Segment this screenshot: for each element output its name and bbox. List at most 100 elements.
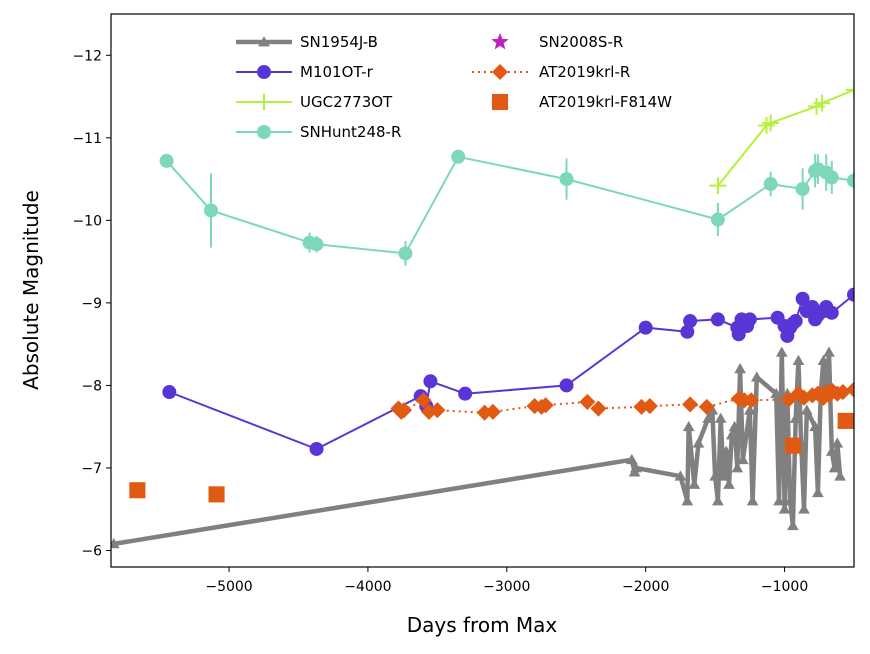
data-point — [208, 486, 225, 503]
data-point — [680, 324, 695, 339]
data-point — [692, 437, 705, 448]
y-tick-label: −12 — [72, 48, 102, 64]
data-point — [789, 412, 802, 423]
data-point — [710, 212, 725, 227]
series-layer — [111, 81, 854, 549]
data-point — [790, 385, 807, 402]
data-point — [773, 495, 785, 506]
legend-marker — [255, 93, 273, 111]
y-tick-label: −8 — [81, 378, 102, 394]
legend-item: M101OT-r — [236, 63, 374, 81]
y-tick-label: −6 — [81, 543, 102, 559]
data-point — [784, 437, 801, 454]
data-point — [203, 203, 218, 218]
legend-item: AT2019krl-F814W — [491, 93, 672, 111]
data-point — [845, 381, 854, 398]
x-axis: −5000 −4000 −3000 −2000 −1000 — [205, 567, 808, 595]
y-axis: −6 −7 −8 −9 −10 −11 −12 — [72, 48, 111, 559]
data-point — [809, 420, 821, 432]
legend-label: UGC2773OT — [300, 93, 393, 111]
legend-label: SN2008S-R — [539, 33, 623, 51]
y-tick-label: −11 — [72, 131, 102, 147]
data-point — [825, 445, 838, 456]
x-tick-label: −2000 — [622, 579, 669, 595]
data-point — [162, 385, 177, 400]
legend-label: AT2019krl-F814W — [539, 93, 672, 111]
data-point — [638, 320, 653, 335]
data-point — [129, 482, 146, 499]
series-at2019krl-f814w — [129, 412, 854, 503]
data-point — [458, 386, 473, 401]
data-point — [702, 412, 715, 423]
data-point — [737, 453, 749, 465]
legend-marker — [257, 125, 271, 139]
data-point — [725, 429, 738, 440]
data-point — [714, 412, 727, 423]
legend-marker — [257, 65, 271, 79]
legend-marker — [491, 93, 509, 111]
x-tick-label: −4000 — [344, 579, 391, 595]
legend-item: UGC2773OT — [236, 93, 393, 111]
x-tick-label: −3000 — [483, 579, 530, 595]
data-point — [837, 412, 854, 429]
data-point — [723, 478, 735, 489]
data-point — [698, 398, 715, 415]
legend-item: SNHunt248-R — [236, 123, 401, 141]
data-point — [823, 346, 835, 357]
data-point — [742, 312, 757, 327]
data-point — [788, 314, 803, 329]
data-point — [728, 420, 741, 432]
data-point — [674, 470, 687, 481]
series-at2019krl-r — [390, 381, 854, 421]
data-point — [633, 398, 650, 415]
y-axis-label: Absolute Magnitude — [19, 190, 43, 390]
data-point — [710, 312, 725, 327]
legend-marker — [258, 36, 270, 47]
legend-item: SN1954J-B — [236, 33, 378, 51]
data-point — [817, 354, 830, 366]
data-point — [537, 397, 554, 414]
data-point — [682, 420, 695, 432]
data-point — [792, 354, 805, 366]
data-point — [834, 383, 851, 401]
data-point — [778, 503, 791, 514]
data-point — [831, 437, 844, 448]
data-point — [712, 495, 724, 506]
data-point — [429, 402, 446, 419]
data-point — [845, 81, 854, 99]
data-point — [800, 404, 813, 415]
data-point — [395, 402, 413, 419]
data-point — [682, 396, 699, 413]
data-point — [309, 237, 324, 252]
data-point — [420, 403, 438, 420]
series-m101ot-r — [162, 287, 854, 456]
data-point — [762, 114, 780, 132]
data-point — [720, 445, 733, 456]
data-point — [423, 374, 438, 389]
data-point — [559, 172, 574, 187]
y-tick-label: −7 — [81, 461, 102, 477]
data-point — [630, 462, 642, 473]
data-point — [398, 246, 413, 261]
data-point — [709, 177, 727, 195]
legend-item: AT2019krl-R — [472, 63, 630, 81]
x-tick-label: −1000 — [761, 579, 808, 595]
data-point — [775, 346, 788, 357]
data-point — [798, 503, 810, 514]
data-point — [731, 462, 744, 473]
y-tick-label: −10 — [72, 213, 102, 229]
data-point — [847, 173, 854, 188]
data-point — [784, 495, 796, 506]
x-axis-label: Days from Max — [407, 613, 558, 637]
plot-frame — [110, 13, 855, 568]
data-point — [709, 470, 721, 481]
data-point — [770, 387, 783, 399]
data-point — [824, 305, 839, 320]
data-point — [415, 392, 432, 409]
y-tick-label: −9 — [81, 296, 102, 312]
data-point — [743, 404, 756, 415]
series-line — [717, 88, 854, 187]
data-point — [812, 486, 824, 498]
data-point — [625, 453, 638, 465]
